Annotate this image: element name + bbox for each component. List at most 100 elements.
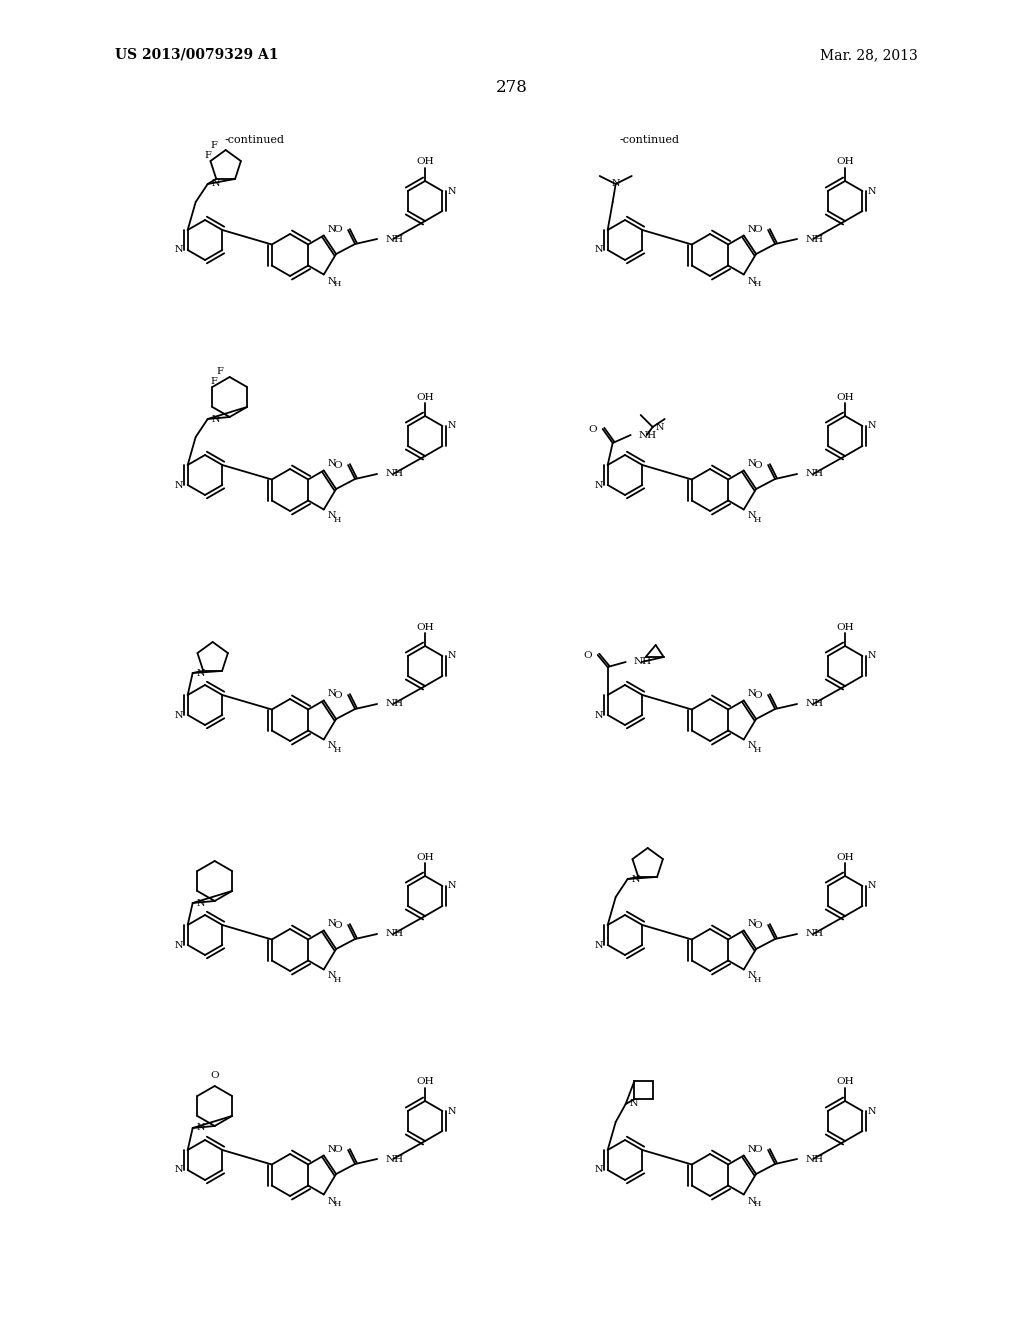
Text: N: N [748, 511, 757, 520]
Text: OH: OH [417, 392, 434, 401]
Text: O: O [588, 425, 597, 433]
Text: N: N [748, 459, 757, 469]
Text: N: N [632, 874, 640, 883]
Text: OH: OH [837, 392, 854, 401]
Text: N: N [655, 422, 665, 432]
Text: N: N [867, 186, 876, 195]
Text: H: H [334, 281, 341, 289]
Text: N: N [594, 940, 603, 949]
Text: N: N [748, 276, 757, 285]
Text: H: H [754, 1200, 761, 1209]
Text: N: N [328, 224, 336, 234]
Text: NH: NH [805, 700, 823, 709]
Text: 278: 278 [496, 79, 528, 96]
Text: NH: NH [385, 235, 403, 243]
Text: O: O [334, 1146, 342, 1155]
Text: H: H [754, 281, 761, 289]
Text: N: N [867, 882, 876, 891]
Text: O: O [754, 920, 762, 929]
Text: OH: OH [837, 623, 854, 631]
Text: N: N [328, 276, 336, 285]
Text: N: N [174, 1166, 182, 1175]
Text: -continued: -continued [225, 135, 285, 145]
Text: N: N [867, 652, 876, 660]
Text: N: N [748, 224, 757, 234]
Text: N: N [328, 689, 336, 698]
Text: OH: OH [837, 853, 854, 862]
Text: F: F [211, 376, 218, 385]
Text: O: O [334, 461, 342, 470]
Text: N: N [212, 414, 220, 424]
Text: N: N [174, 246, 182, 255]
Text: NH: NH [805, 929, 823, 939]
Text: O: O [754, 690, 762, 700]
Text: O: O [334, 226, 342, 235]
Text: OH: OH [417, 1077, 434, 1086]
Text: N: N [447, 421, 456, 430]
Text: N: N [328, 1196, 336, 1205]
Text: H: H [754, 746, 761, 754]
Text: NH: NH [805, 1155, 823, 1163]
Text: N: N [594, 246, 603, 255]
Text: NH: NH [385, 470, 403, 479]
Text: N: N [174, 480, 182, 490]
Text: N: N [748, 689, 757, 698]
Text: N: N [867, 421, 876, 430]
Text: -continued: -continued [620, 135, 680, 145]
Text: OH: OH [417, 157, 434, 166]
Text: O: O [754, 461, 762, 470]
Text: F: F [217, 367, 223, 375]
Text: N: N [594, 480, 603, 490]
Text: N: N [328, 742, 336, 751]
Text: N: N [447, 1106, 456, 1115]
Text: O: O [334, 920, 342, 929]
Text: O: O [583, 651, 592, 660]
Text: NH: NH [805, 235, 823, 243]
Text: H: H [334, 975, 341, 983]
Text: O: O [210, 1071, 219, 1080]
Text: H: H [334, 1200, 341, 1209]
Text: O: O [334, 690, 342, 700]
Text: N: N [328, 920, 336, 928]
Text: F: F [211, 140, 218, 149]
Text: N: N [328, 511, 336, 520]
Text: N: N [594, 1166, 603, 1175]
Text: OH: OH [837, 1077, 854, 1086]
Text: N: N [748, 972, 757, 981]
Text: N: N [748, 1144, 757, 1154]
Text: H: H [754, 975, 761, 983]
Text: N: N [447, 882, 456, 891]
Text: N: N [328, 1144, 336, 1154]
Text: OH: OH [417, 623, 434, 631]
Text: OH: OH [417, 853, 434, 862]
Text: NH: NH [385, 929, 403, 939]
Text: Mar. 28, 2013: Mar. 28, 2013 [820, 48, 918, 62]
Text: N: N [748, 920, 757, 928]
Text: N: N [630, 1100, 638, 1109]
Text: NH: NH [634, 657, 652, 667]
Text: NH: NH [385, 700, 403, 709]
Text: N: N [748, 1196, 757, 1205]
Text: N: N [867, 1106, 876, 1115]
Text: F: F [205, 150, 212, 160]
Text: N: N [174, 940, 182, 949]
Text: O: O [754, 226, 762, 235]
Text: H: H [334, 516, 341, 524]
Text: N: N [447, 186, 456, 195]
Text: O: O [754, 1146, 762, 1155]
Text: US 2013/0079329 A1: US 2013/0079329 A1 [115, 48, 279, 62]
Text: NH: NH [805, 470, 823, 479]
Text: NH: NH [639, 430, 656, 440]
Text: N: N [748, 742, 757, 751]
Text: H: H [754, 516, 761, 524]
Text: N: N [212, 180, 220, 189]
Text: N: N [197, 899, 205, 908]
Text: N: N [328, 972, 336, 981]
Text: N: N [197, 1123, 205, 1133]
Text: N: N [594, 710, 603, 719]
Text: N: N [328, 459, 336, 469]
Text: N: N [611, 180, 620, 189]
Text: N: N [174, 710, 182, 719]
Text: NH: NH [385, 1155, 403, 1163]
Text: N: N [447, 652, 456, 660]
